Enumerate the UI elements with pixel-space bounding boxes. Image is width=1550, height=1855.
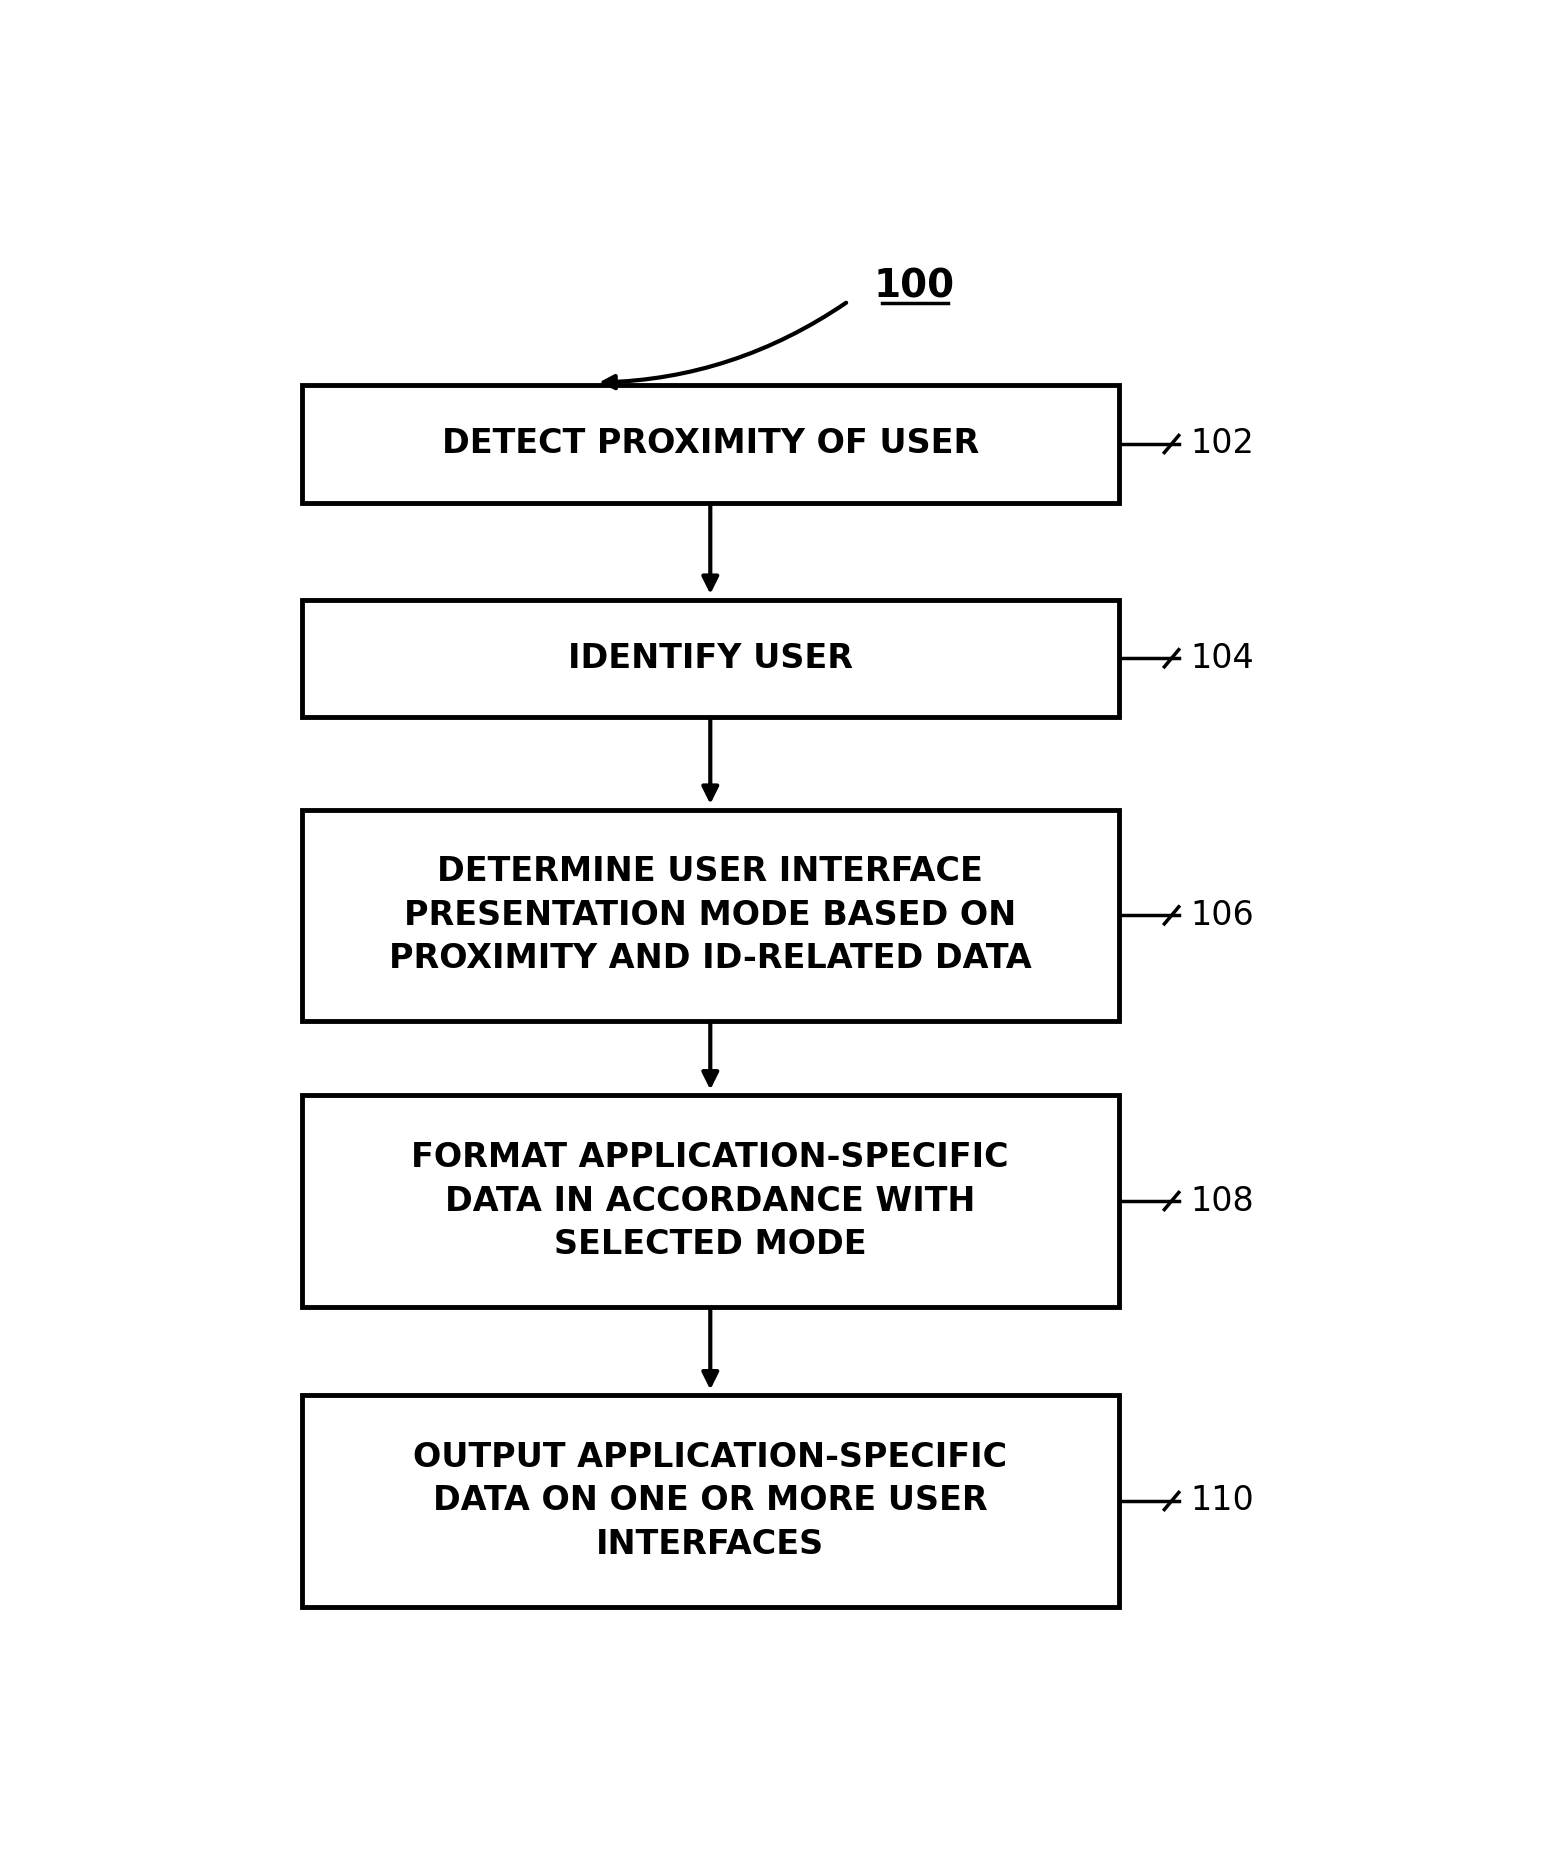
Text: 102: 102 [1190,427,1254,460]
Text: FORMAT APPLICATION-SPECIFIC
DATA IN ACCORDANCE WITH
SELECTED MODE: FORMAT APPLICATION-SPECIFIC DATA IN ACCO… [411,1141,1009,1261]
Text: OUTPUT APPLICATION-SPECIFIC
DATA ON ONE OR MORE USER
INTERFACES: OUTPUT APPLICATION-SPECIFIC DATA ON ONE … [414,1441,1008,1560]
Bar [302,1094,1119,1306]
Text: 104: 104 [1190,642,1254,675]
Bar [302,386,1119,503]
Text: 106: 106 [1190,900,1254,931]
Text: DETECT PROXIMITY OF USER: DETECT PROXIMITY OF USER [442,427,980,460]
Text: DETERMINE USER INTERFACE
PRESENTATION MODE BASED ON
PROXIMITY AND ID-RELATED DAT: DETERMINE USER INTERFACE PRESENTATION MO… [389,855,1032,976]
Text: 110: 110 [1190,1484,1254,1517]
Bar [302,809,1119,1020]
Bar [302,599,1119,716]
Text: 100: 100 [874,267,955,306]
Text: IDENTIFY USER: IDENTIFY USER [567,642,852,675]
Bar [302,1395,1119,1606]
Text: 108: 108 [1190,1185,1254,1217]
